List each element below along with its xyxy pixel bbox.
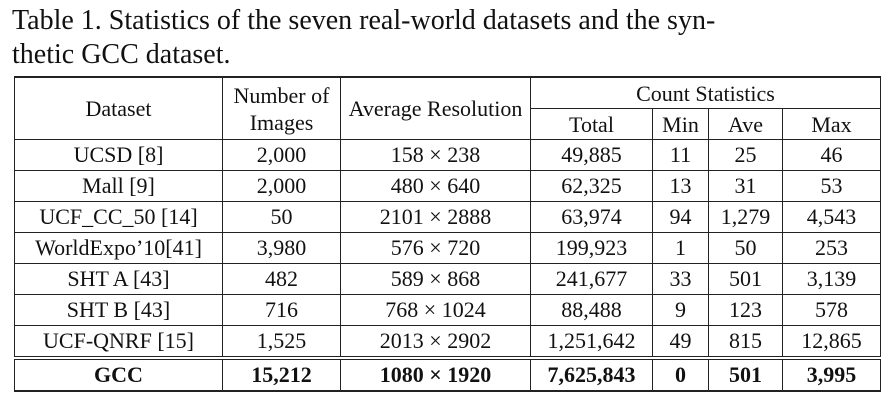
header-cell: Total bbox=[530, 108, 653, 140]
header-cell: Count Statistics bbox=[530, 76, 881, 109]
table-cell: UCF-QNRF [15] bbox=[14, 325, 223, 358]
table-cell: Mall [9] bbox=[14, 170, 223, 202]
table-row: UCF_CC_50 [14] 50 2101 × 2888 63,974 94 1,279… bbox=[14, 201, 881, 233]
table-cell: 25 bbox=[708, 139, 783, 171]
table-cell: 578 bbox=[782, 294, 881, 326]
table-row: UCSD [8] 2,000 158 × 238 49,885 11 25 46 bbox=[14, 139, 881, 171]
table-cell: UCSD [8] bbox=[14, 139, 223, 171]
table-cell: 50 bbox=[708, 232, 783, 264]
table-cell: 589 × 868 bbox=[340, 263, 531, 295]
header-cell: Dataset bbox=[14, 76, 223, 140]
table-cell: WorldExpo’10[41] bbox=[14, 232, 223, 264]
table-cell: 4,543 bbox=[782, 201, 881, 233]
table-cell: 1,251,642 bbox=[530, 325, 653, 358]
table-row: GCC 15,212 1080 × 1920 7,625,843 0 501 3,995 bbox=[14, 356, 881, 392]
table-cell: 46 bbox=[782, 139, 881, 171]
table-row: Mall [9] 2,000 480 × 640 62,325 13 31 53 bbox=[14, 170, 881, 202]
table-cell: 3,980 bbox=[222, 232, 341, 264]
table-cell: 12,865 bbox=[782, 325, 881, 358]
header-cell: Ave bbox=[708, 108, 783, 140]
table-cell: 3,995 bbox=[782, 356, 881, 392]
table-cell: 3,139 bbox=[782, 263, 881, 295]
table-cell: 158 × 238 bbox=[340, 139, 531, 171]
table-cell: 94 bbox=[652, 201, 709, 233]
table-cell: 199,923 bbox=[530, 232, 653, 264]
table-cell: 576 × 720 bbox=[340, 232, 531, 264]
table-cell: 1,279 bbox=[708, 201, 783, 233]
table-cell: 49,885 bbox=[530, 139, 653, 171]
table-cell: 15,212 bbox=[222, 356, 341, 392]
table-cell: 482 bbox=[222, 263, 341, 295]
table-cell: GCC bbox=[14, 356, 223, 392]
header-cell: Min bbox=[652, 108, 709, 140]
table: Dataset Number of Images Average Resolut… bbox=[14, 76, 881, 392]
table-cell: 88,488 bbox=[530, 294, 653, 326]
table-cell: 13 bbox=[652, 170, 709, 202]
table-cell: 1 bbox=[652, 232, 709, 264]
table-row: SHT B [43] 716 768 × 1024 88,488 9 123 578 bbox=[14, 294, 881, 326]
table-cell: 50 bbox=[222, 201, 341, 233]
table-row: SHT A [43] 482 589 × 868 241,677 33 501 3,139 bbox=[14, 263, 881, 295]
table-cell: SHT B [43] bbox=[14, 294, 223, 326]
table-cell: UCF_CC_50 [14] bbox=[14, 201, 223, 233]
table-cell: 1,525 bbox=[222, 325, 341, 358]
table-cell: 123 bbox=[708, 294, 783, 326]
table-cell: 49 bbox=[652, 325, 709, 358]
table-cell: 62,325 bbox=[530, 170, 653, 202]
caption: Table 1. Statistics of the seven real-wo… bbox=[12, 5, 716, 36]
table-cell: 2,000 bbox=[222, 170, 341, 202]
table-cell: 2013 × 2902 bbox=[340, 325, 531, 358]
table-cell: 253 bbox=[782, 232, 881, 264]
table-cell: 31 bbox=[708, 170, 783, 202]
table-cell: 11 bbox=[652, 139, 709, 171]
table-cell: 1080 × 1920 bbox=[340, 356, 531, 392]
table-cell: SHT A [43] bbox=[14, 263, 223, 295]
table-cell: 815 bbox=[708, 325, 783, 358]
table-cell: 501 bbox=[708, 356, 783, 392]
header-cell: Max bbox=[782, 108, 881, 140]
table-cell: 716 bbox=[222, 294, 341, 326]
table-row: UCF-QNRF [15] 1,525 2013 × 2902 1,251,642 49… bbox=[14, 325, 881, 358]
table-cell: 0 bbox=[652, 356, 709, 392]
table-cell: 33 bbox=[652, 263, 709, 295]
table-cell: 501 bbox=[708, 263, 783, 295]
table-cell: 2101 × 2888 bbox=[340, 201, 531, 233]
table-cell: 9 bbox=[652, 294, 709, 326]
table-cell: 63,974 bbox=[530, 201, 653, 233]
table-cell: 480 × 640 bbox=[340, 170, 531, 202]
table-cell: 2,000 bbox=[222, 139, 341, 171]
table-cell: 53 bbox=[782, 170, 881, 202]
table-cell: 768 × 1024 bbox=[340, 294, 531, 326]
header-cell: Number of Images bbox=[222, 76, 341, 140]
caption: thetic GCC dataset. bbox=[12, 39, 231, 70]
header-cell: Average Resolution bbox=[340, 76, 531, 140]
table-cell: 241,677 bbox=[530, 263, 653, 295]
table-cell: 7,625,843 bbox=[530, 356, 653, 392]
table-row: WorldExpo’10[41] 3,980 576 × 720 199,923 1 50… bbox=[14, 232, 881, 264]
